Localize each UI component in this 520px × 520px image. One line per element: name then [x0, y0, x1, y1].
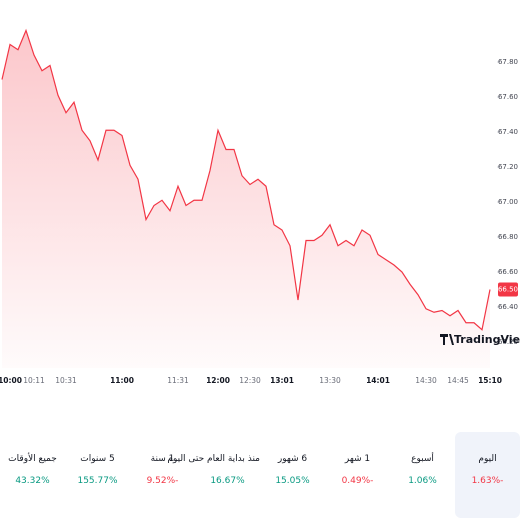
y-tick-label: 67.80: [498, 58, 518, 66]
x-tick-label: 10:11: [23, 376, 45, 385]
tab-change: -1.63%: [471, 476, 504, 486]
tab-change: 43.32%: [15, 476, 50, 486]
chart: 66.20 66.40 66.60 66.80 67.00 67.20 67.40 67.60…: [0, 28, 520, 385]
x-tick-label: 15:10: [478, 376, 502, 385]
tab-change: 1.06%: [408, 476, 437, 486]
tab-label: منذ بداية العام حتى اليوم: [167, 454, 260, 464]
tab-label: 1 سنة: [150, 454, 175, 464]
x-tick-label: 14:30: [415, 376, 437, 385]
y-tick-label: 66.40: [498, 303, 518, 311]
tab-label: 1 شهر: [344, 454, 371, 464]
x-tick-label: 14:01: [366, 376, 390, 385]
tab[interactable]: 1 شهر -0.49%: [325, 432, 390, 518]
x-tick-label: 12:30: [239, 376, 261, 385]
tab-label: جميع الأوقات: [8, 454, 57, 464]
x-tick-label: 12:00: [206, 376, 230, 385]
logo: [440, 334, 454, 345]
tab[interactable]: 6 شهور 15.05%: [260, 432, 325, 518]
y-tick-label: 67.00: [498, 198, 518, 206]
tab[interactable]: جميع الأوقات 43.32%: [0, 432, 65, 518]
x-tick-label: 10:31: [55, 376, 77, 385]
tab-change: 16.67%: [210, 476, 245, 486]
price-tag: [498, 282, 518, 297]
tab[interactable]: 5 سنوات 155.77%: [65, 432, 130, 518]
watermark: TradingView: [454, 333, 520, 346]
x-tick-label: 13:01: [270, 376, 294, 385]
y-tick-label: 66.20: [498, 338, 518, 346]
y-tick-label: 66.60: [498, 268, 518, 276]
tab[interactable]: منذ بداية العام حتى اليوم 16.67%: [167, 432, 260, 518]
y-tick-label: 67.60: [498, 93, 518, 101]
tab[interactable]: اليوم -1.63%: [455, 432, 520, 518]
x-tick-label: 10:00: [0, 376, 22, 385]
x-tick-label: 11:31: [167, 376, 189, 385]
tab-change: -9.52%: [146, 476, 179, 486]
tab-change: 155.77%: [77, 476, 118, 486]
x-tick-label: 14:45: [447, 376, 469, 385]
tab-label: اليوم: [478, 454, 497, 464]
performance-tabs: اليوم -1.63% أسبوع 1.06% 1 شهر -0.49% 6 شهور 15…: [0, 432, 520, 518]
y-tick-label: 66.80: [498, 233, 518, 241]
area: [2, 30, 490, 368]
x-tick-label: 13:30: [319, 376, 341, 385]
x-tick-label: 11:00: [110, 376, 134, 385]
y-tick-label: 67.20: [498, 163, 518, 171]
tab[interactable]: أسبوع 1.06%: [390, 432, 455, 518]
y-tick-label: 67.40: [498, 128, 518, 136]
tab-change: -0.49%: [341, 476, 374, 486]
tab-label: 5 سنوات: [80, 454, 115, 464]
price-line: [1, 28, 491, 331]
tab-label: أسبوع: [411, 454, 434, 464]
tab-label: 6 شهور: [277, 454, 308, 464]
tab[interactable]: 1 سنة -9.52%: [130, 432, 195, 518]
price-tag-label: 66.50: [498, 286, 518, 294]
tab-change: 15.05%: [275, 476, 310, 486]
